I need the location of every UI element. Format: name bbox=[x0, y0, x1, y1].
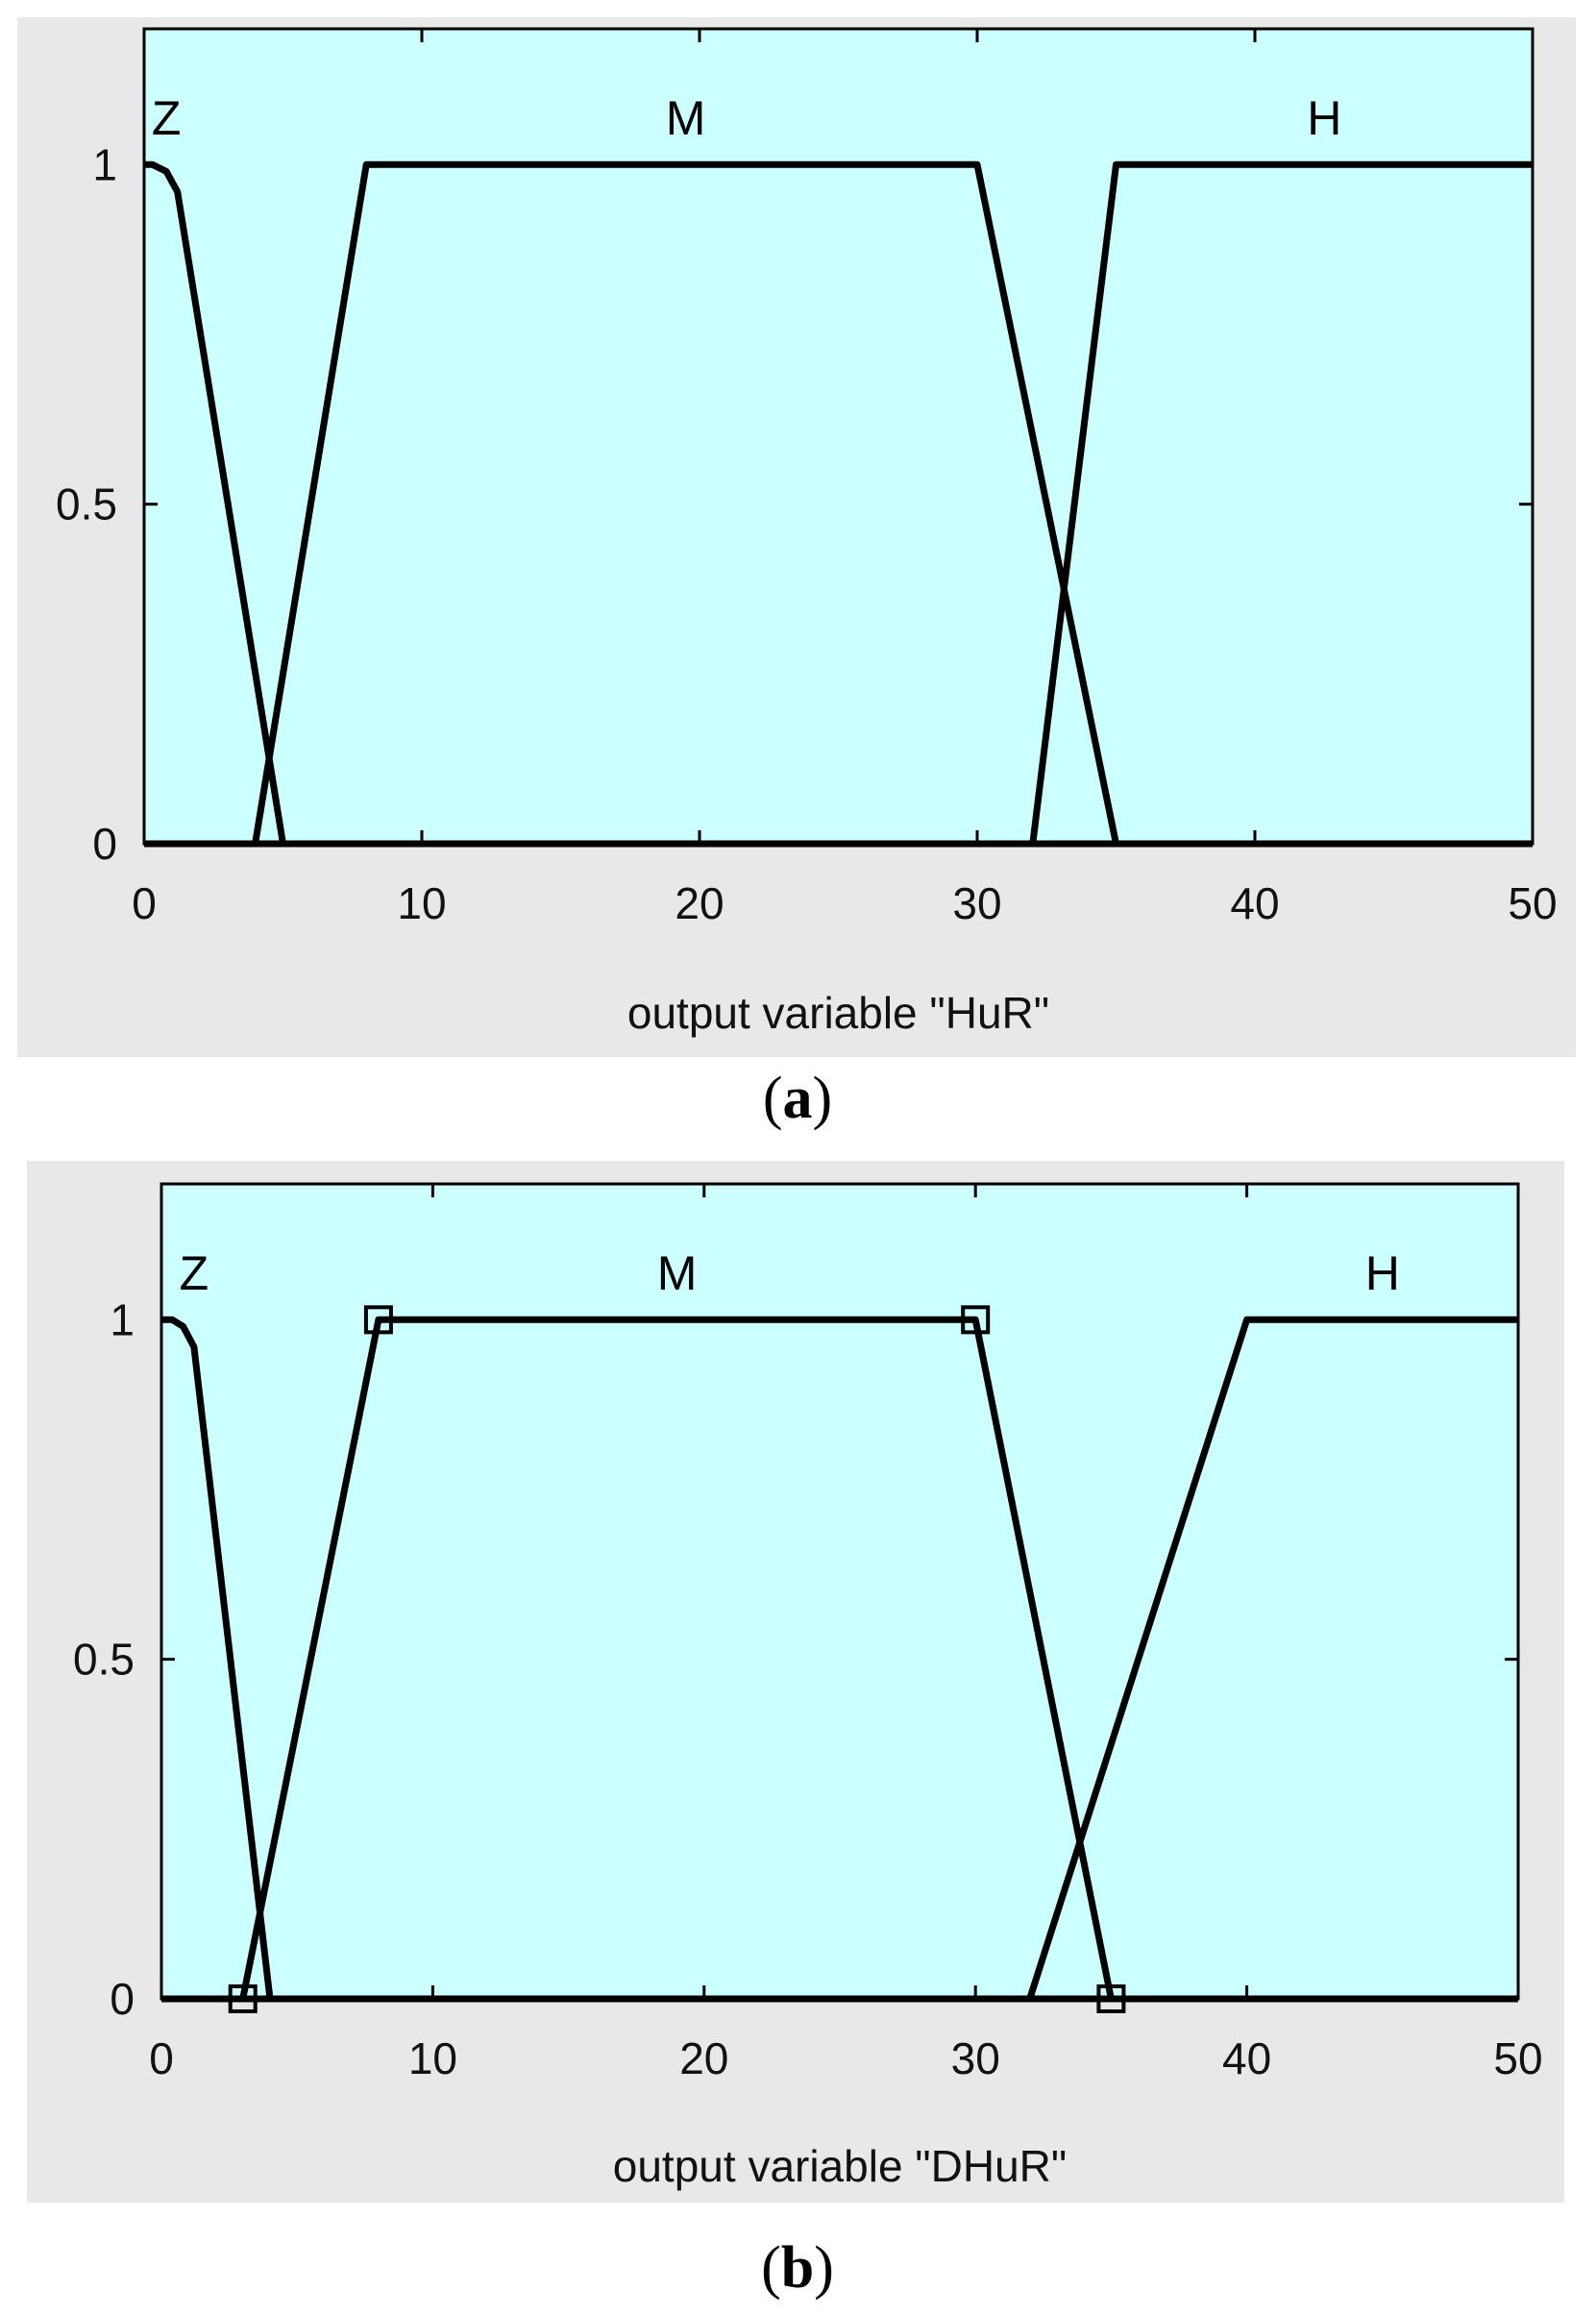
series-label-H: H bbox=[1307, 91, 1341, 145]
x-tick-label: 0 bbox=[149, 2033, 174, 2083]
series-label-M: M bbox=[657, 1246, 698, 1300]
y-tick-label: 0 bbox=[92, 819, 117, 869]
series-label-M: M bbox=[666, 91, 706, 145]
y-tick-label: 0.5 bbox=[56, 480, 117, 529]
y-tick-label: 0.5 bbox=[73, 1635, 135, 1685]
vertex-marker[interactable] bbox=[228, 1984, 258, 2013]
caption-close: ) bbox=[813, 1066, 833, 1131]
panel-caption: (b) bbox=[761, 2235, 834, 2301]
series-line-Z bbox=[144, 160, 286, 845]
series-label-Z: Z bbox=[180, 1246, 209, 1300]
x-tick-label: 20 bbox=[679, 2033, 728, 2083]
y-tick-label: 1 bbox=[92, 139, 117, 189]
vertex-marker[interactable] bbox=[363, 1305, 393, 1335]
x-tick-label: 50 bbox=[1508, 878, 1557, 928]
x-tick-label: 30 bbox=[952, 878, 1001, 928]
vertex-marker[interactable] bbox=[1096, 1984, 1126, 2013]
x-axis-label: output variable "DHuR" bbox=[613, 2141, 1067, 2191]
x-tick-label: 20 bbox=[675, 878, 724, 928]
series-line-H bbox=[1026, 1316, 1518, 2001]
series-label-H: H bbox=[1365, 1246, 1400, 1300]
series-label-Z: Z bbox=[152, 91, 182, 145]
x-tick-label: 40 bbox=[1230, 878, 1279, 928]
series-line-M bbox=[239, 1316, 1115, 2000]
x-tick-label: 10 bbox=[397, 878, 446, 928]
caption-letter: b bbox=[781, 2235, 814, 2301]
caption-open: ( bbox=[761, 2235, 781, 2301]
plot-area bbox=[142, 27, 1535, 846]
x-axis-label: output variable "HuR" bbox=[627, 988, 1049, 1038]
y-tick-label: 1 bbox=[110, 1294, 135, 1344]
series-line-M bbox=[252, 160, 1119, 845]
series-line-Z bbox=[161, 1316, 274, 2000]
caption-close: ) bbox=[814, 2235, 834, 2301]
x-tick-label: 30 bbox=[951, 2033, 1000, 2083]
x-tick-label: 0 bbox=[132, 878, 157, 928]
x-tick-label: 50 bbox=[1493, 2033, 1542, 2083]
panel-caption: (a) bbox=[763, 1066, 832, 1131]
y-tick-label: 0 bbox=[110, 1974, 135, 2024]
caption-letter: a bbox=[783, 1066, 813, 1131]
caption-open: ( bbox=[763, 1066, 783, 1131]
vertex-marker[interactable] bbox=[961, 1305, 991, 1335]
x-tick-label: 40 bbox=[1222, 2033, 1271, 2083]
x-tick-label: 10 bbox=[408, 2033, 457, 2083]
series-line-H bbox=[1029, 160, 1533, 845]
